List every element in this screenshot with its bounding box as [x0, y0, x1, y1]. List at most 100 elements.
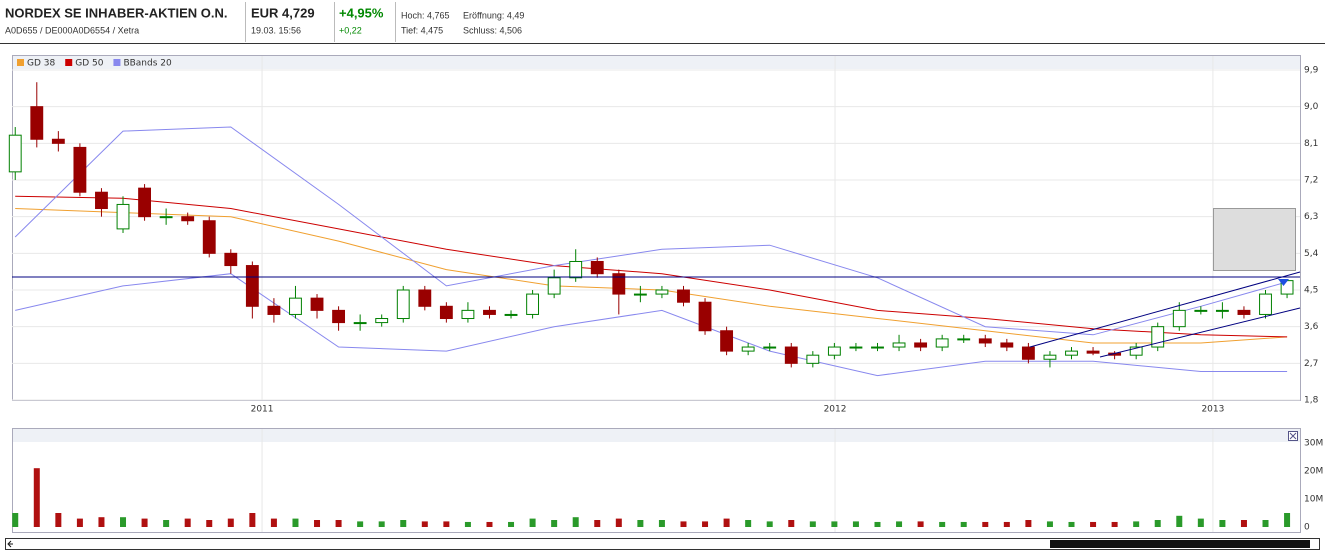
candle-body	[849, 346, 863, 349]
y-tick-label: 6,3	[1304, 212, 1318, 222]
candle-body	[95, 191, 108, 210]
stock-ids: A0D655 / DE000A0D6554 / Xetra	[5, 25, 139, 35]
candle-body	[871, 346, 884, 349]
close-icon-x	[1289, 432, 1297, 440]
candle-body	[1215, 309, 1229, 312]
candle-body	[159, 216, 173, 219]
volume-bar	[227, 518, 234, 527]
scroll-right[interactable]	[1312, 541, 1316, 547]
change-abs: +0,22	[339, 25, 362, 35]
target-arrow	[1278, 279, 1289, 286]
volume-bar	[594, 520, 601, 527]
candle-body	[590, 260, 604, 275]
candle-body	[8, 134, 22, 173]
volume-bar	[1284, 513, 1291, 527]
volume-bar	[357, 521, 364, 527]
candle-body	[978, 338, 992, 344]
legend-swatch	[17, 59, 24, 66]
volume-bar	[658, 520, 665, 527]
candle-body	[1151, 326, 1165, 348]
volume-bar	[1154, 520, 1161, 527]
candle-body	[784, 346, 798, 364]
candle-body	[375, 318, 389, 324]
channel-upper	[1029, 271, 1301, 348]
volume-bar	[1240, 520, 1247, 527]
candle-body	[138, 187, 152, 218]
y-tick-label: 4,5	[1304, 286, 1318, 296]
volume-bar	[335, 520, 342, 527]
volume-bar	[55, 513, 62, 527]
volume-bar	[12, 513, 19, 527]
volume-bar	[766, 521, 773, 527]
volume-bar	[98, 517, 105, 527]
volume-bar	[745, 520, 752, 527]
volume-bar	[702, 521, 709, 527]
x-tick-label: 2012	[824, 405, 847, 415]
volume-bar	[1046, 521, 1053, 527]
moving-average	[15, 195, 1288, 338]
candle-body	[439, 305, 453, 320]
candle-body	[1086, 350, 1100, 354]
candle-body	[1172, 309, 1186, 328]
candle-body	[892, 342, 906, 348]
volume-bar	[572, 517, 579, 527]
scrollbar[interactable]	[5, 538, 1320, 550]
volume-bar	[1025, 520, 1032, 527]
candle-body	[957, 338, 971, 341]
volume-bar	[1111, 521, 1118, 527]
volume-bar	[486, 521, 493, 527]
volume-bar	[809, 521, 816, 527]
day-close: Schluss: 4,506	[463, 25, 522, 35]
candle-body	[720, 330, 734, 352]
y-tick-label: 5,4	[1304, 249, 1319, 259]
candle-body	[1065, 350, 1078, 356]
volume-bar	[960, 521, 967, 527]
volume-bar	[400, 520, 407, 527]
candle-body	[202, 220, 216, 254]
candle-body	[1129, 346, 1143, 356]
candle-body	[245, 265, 259, 307]
y-tick-label: 2,7	[1304, 359, 1318, 369]
volume-bar	[184, 518, 191, 527]
y-tick-label: 3,6	[1304, 322, 1319, 332]
candle-body	[698, 301, 712, 332]
candle-body	[633, 293, 647, 296]
volume-bar	[551, 520, 558, 527]
channel-lower	[1099, 307, 1301, 358]
volume-tick-label: 30M	[1304, 439, 1323, 449]
candle-body	[655, 289, 669, 295]
volume-bar	[896, 521, 903, 527]
volume-bar	[141, 518, 148, 527]
header-bg	[0, 0, 1325, 43]
legend-label: BBands 20	[123, 59, 172, 69]
stock-name: NORDEX SE INHABER-AKTIEN O.N.	[5, 5, 227, 20]
volume-bar	[120, 517, 127, 527]
volume-bar	[378, 521, 385, 527]
volume-bar	[917, 521, 924, 527]
scroll-left[interactable]	[7, 540, 13, 548]
candle-body	[418, 289, 432, 307]
volume-bar	[1003, 521, 1010, 527]
bband-upper	[14, 126, 1288, 336]
candle-body	[827, 346, 841, 356]
volume-bar	[1197, 518, 1204, 527]
volume-bar	[421, 521, 428, 527]
volume-bar	[464, 521, 471, 527]
volume-bar	[1176, 515, 1183, 527]
change-pct: +4,95%	[339, 5, 384, 20]
candle-body	[483, 309, 496, 315]
candle-body	[224, 252, 238, 267]
candle-body	[1259, 293, 1272, 315]
scroll-thumb[interactable]	[1050, 540, 1310, 548]
volume-bar	[163, 520, 170, 527]
x-tick-label: 2013	[1201, 405, 1224, 415]
y-tick-label: 7,2	[1304, 176, 1318, 186]
volume-bar	[1090, 521, 1097, 527]
y-tick-label: 8,1	[1304, 139, 1318, 149]
candle-body	[677, 289, 690, 303]
y-tick-label: 9,9	[1304, 66, 1319, 76]
volume-bar	[680, 521, 687, 527]
candle-body	[1043, 354, 1057, 360]
volume-bar	[788, 520, 795, 527]
candle-body	[612, 273, 626, 295]
